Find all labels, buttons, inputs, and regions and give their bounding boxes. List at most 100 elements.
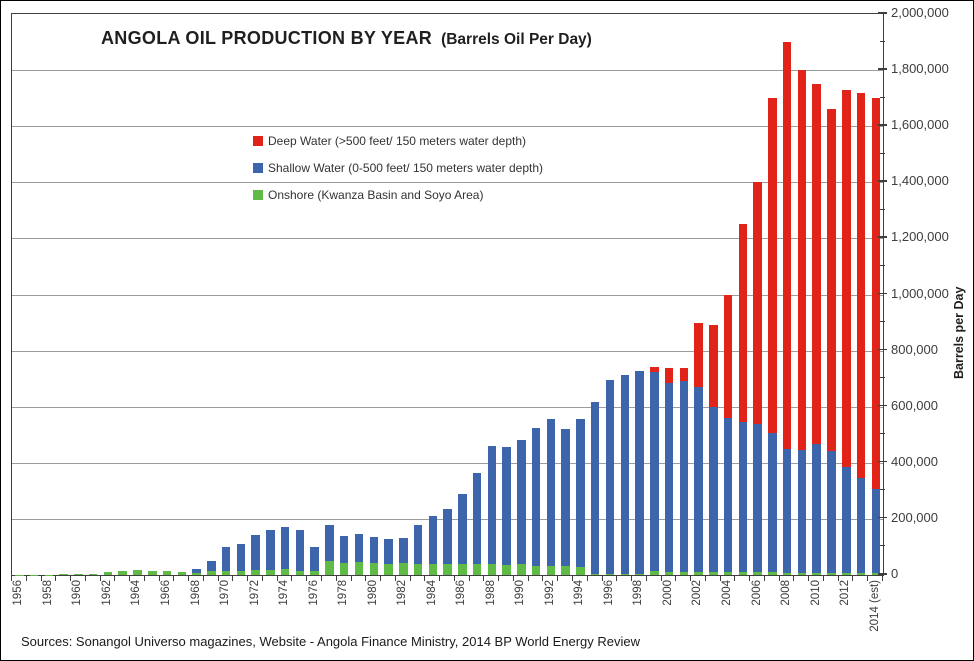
x-tick [394, 575, 396, 581]
onshore-segment [605, 573, 615, 575]
shallow-water-segment [384, 538, 393, 564]
shallow-water-segment [399, 538, 408, 563]
shallow-water-segment [768, 433, 777, 573]
x-tick [232, 575, 234, 581]
x-tick [601, 575, 603, 581]
x-tick [690, 575, 692, 581]
chart-title: ANGOLA OIL PRODUCTION BY YEAR (Barrels O… [101, 28, 592, 49]
onshore-segment [871, 572, 881, 575]
deep-water-segment [753, 182, 762, 425]
gridline [12, 350, 883, 352]
shallow-water-segment [738, 422, 748, 573]
y-tick-major [878, 348, 887, 351]
onshore-segment [856, 572, 866, 575]
x-tick [202, 575, 204, 581]
onshore-segment [842, 572, 851, 575]
x-tick [483, 575, 485, 581]
onshore-segment [679, 571, 689, 575]
legend-item-onshore: Onshore (Kwanza Basin and Soyo Area) [253, 188, 543, 202]
x-tick [217, 575, 219, 581]
x-tick-label: 1964 [130, 580, 143, 606]
y-tick-minor [880, 152, 885, 154]
shallow-water-segment [827, 450, 836, 573]
shallow-water-segment [531, 428, 541, 566]
deep-water-segment [664, 368, 674, 383]
x-tick [365, 575, 367, 581]
x-tick [11, 575, 12, 581]
deep-water-segment [709, 325, 718, 407]
bar-year-1957 [27, 14, 42, 575]
bar-year-1968 [189, 14, 204, 575]
deep-water-segment [871, 98, 881, 489]
shallow-water-segment [472, 472, 482, 565]
bar-year-1971 [233, 14, 248, 575]
legend-item-shallow-water: Shallow Water (0-500 feet/ 150 meters wa… [253, 161, 543, 175]
gridline [12, 462, 883, 464]
chart-title-sub: (Barrels Oil Per Day) [441, 31, 592, 48]
y-tick-label: 0 [891, 566, 899, 581]
onshore-segment [709, 572, 718, 575]
onshore-segment [162, 571, 172, 575]
onshore-segment [413, 563, 423, 575]
bar-year-1991 [529, 14, 544, 575]
y-tick-major [878, 68, 887, 70]
x-tick [439, 575, 441, 581]
bar-year-1961 [86, 14, 101, 575]
y-tick-label: 1,000,000 [891, 285, 949, 301]
x-tick [453, 575, 455, 581]
x-tick-label: 1982 [396, 580, 409, 606]
shallow-water-segment [339, 536, 349, 563]
y-tick-minor [880, 40, 885, 42]
onshore-segment [590, 573, 600, 575]
deep-water-segment [723, 294, 733, 418]
onshore-swatch-icon [253, 190, 263, 200]
x-tick [247, 575, 249, 581]
onshore-segment [192, 572, 201, 575]
x-tick [188, 575, 190, 581]
bar-series [12, 14, 883, 575]
onshore-segment [339, 562, 349, 575]
chart-title-main: ANGOLA OIL PRODUCTION BY YEAR [101, 28, 433, 48]
x-tick-label: 2008 [780, 580, 793, 606]
bar-year-1963 [115, 14, 130, 575]
x-tick-label: 1984 [425, 580, 438, 606]
legend-label: Onshore (Kwanza Basin and Soyo Area) [268, 188, 484, 202]
onshore-segment [207, 571, 216, 575]
shallow-water-segment [295, 530, 305, 572]
bar-year-1970 [219, 14, 234, 575]
gridline [12, 406, 883, 408]
x-tick [380, 575, 382, 581]
deep-water-segment [738, 224, 748, 423]
shallow-water-segment [413, 524, 423, 564]
onshore-segment [694, 571, 703, 575]
bar-year-1975 [293, 14, 308, 575]
shallow-water-segment [443, 509, 452, 564]
onshore-segment [428, 564, 438, 575]
shallow-water-segment [546, 418, 556, 566]
x-tick [173, 575, 175, 581]
bar-year-1976 [307, 14, 322, 575]
x-tick [84, 575, 86, 581]
shallow-water-segment [723, 417, 733, 573]
shallow-water-segment [605, 380, 615, 574]
legend: Deep Water (>500 feet/ 150 meters water … [253, 134, 543, 202]
bar-year-1990 [514, 14, 529, 575]
deep-water-segment [856, 92, 866, 479]
shallow-water-segment [280, 526, 290, 570]
x-tick [616, 575, 618, 581]
x-tick [527, 575, 529, 581]
onshore-segment [517, 564, 526, 575]
x-tick [498, 575, 500, 581]
y-tick-major [878, 236, 887, 238]
bar-year-1974 [278, 14, 293, 575]
x-tick [321, 575, 323, 581]
shallow-water-segment [561, 429, 570, 567]
shallow-water-segment [871, 488, 881, 573]
bar-year-1965 [145, 14, 160, 575]
onshore-segment [502, 564, 511, 575]
shallow-water-segment [221, 546, 231, 571]
gridline [12, 238, 883, 240]
y-tick-minor [880, 433, 885, 435]
legend-label: Shallow Water (0-500 feet/ 150 meters wa… [268, 161, 544, 175]
x-tick [158, 575, 160, 581]
